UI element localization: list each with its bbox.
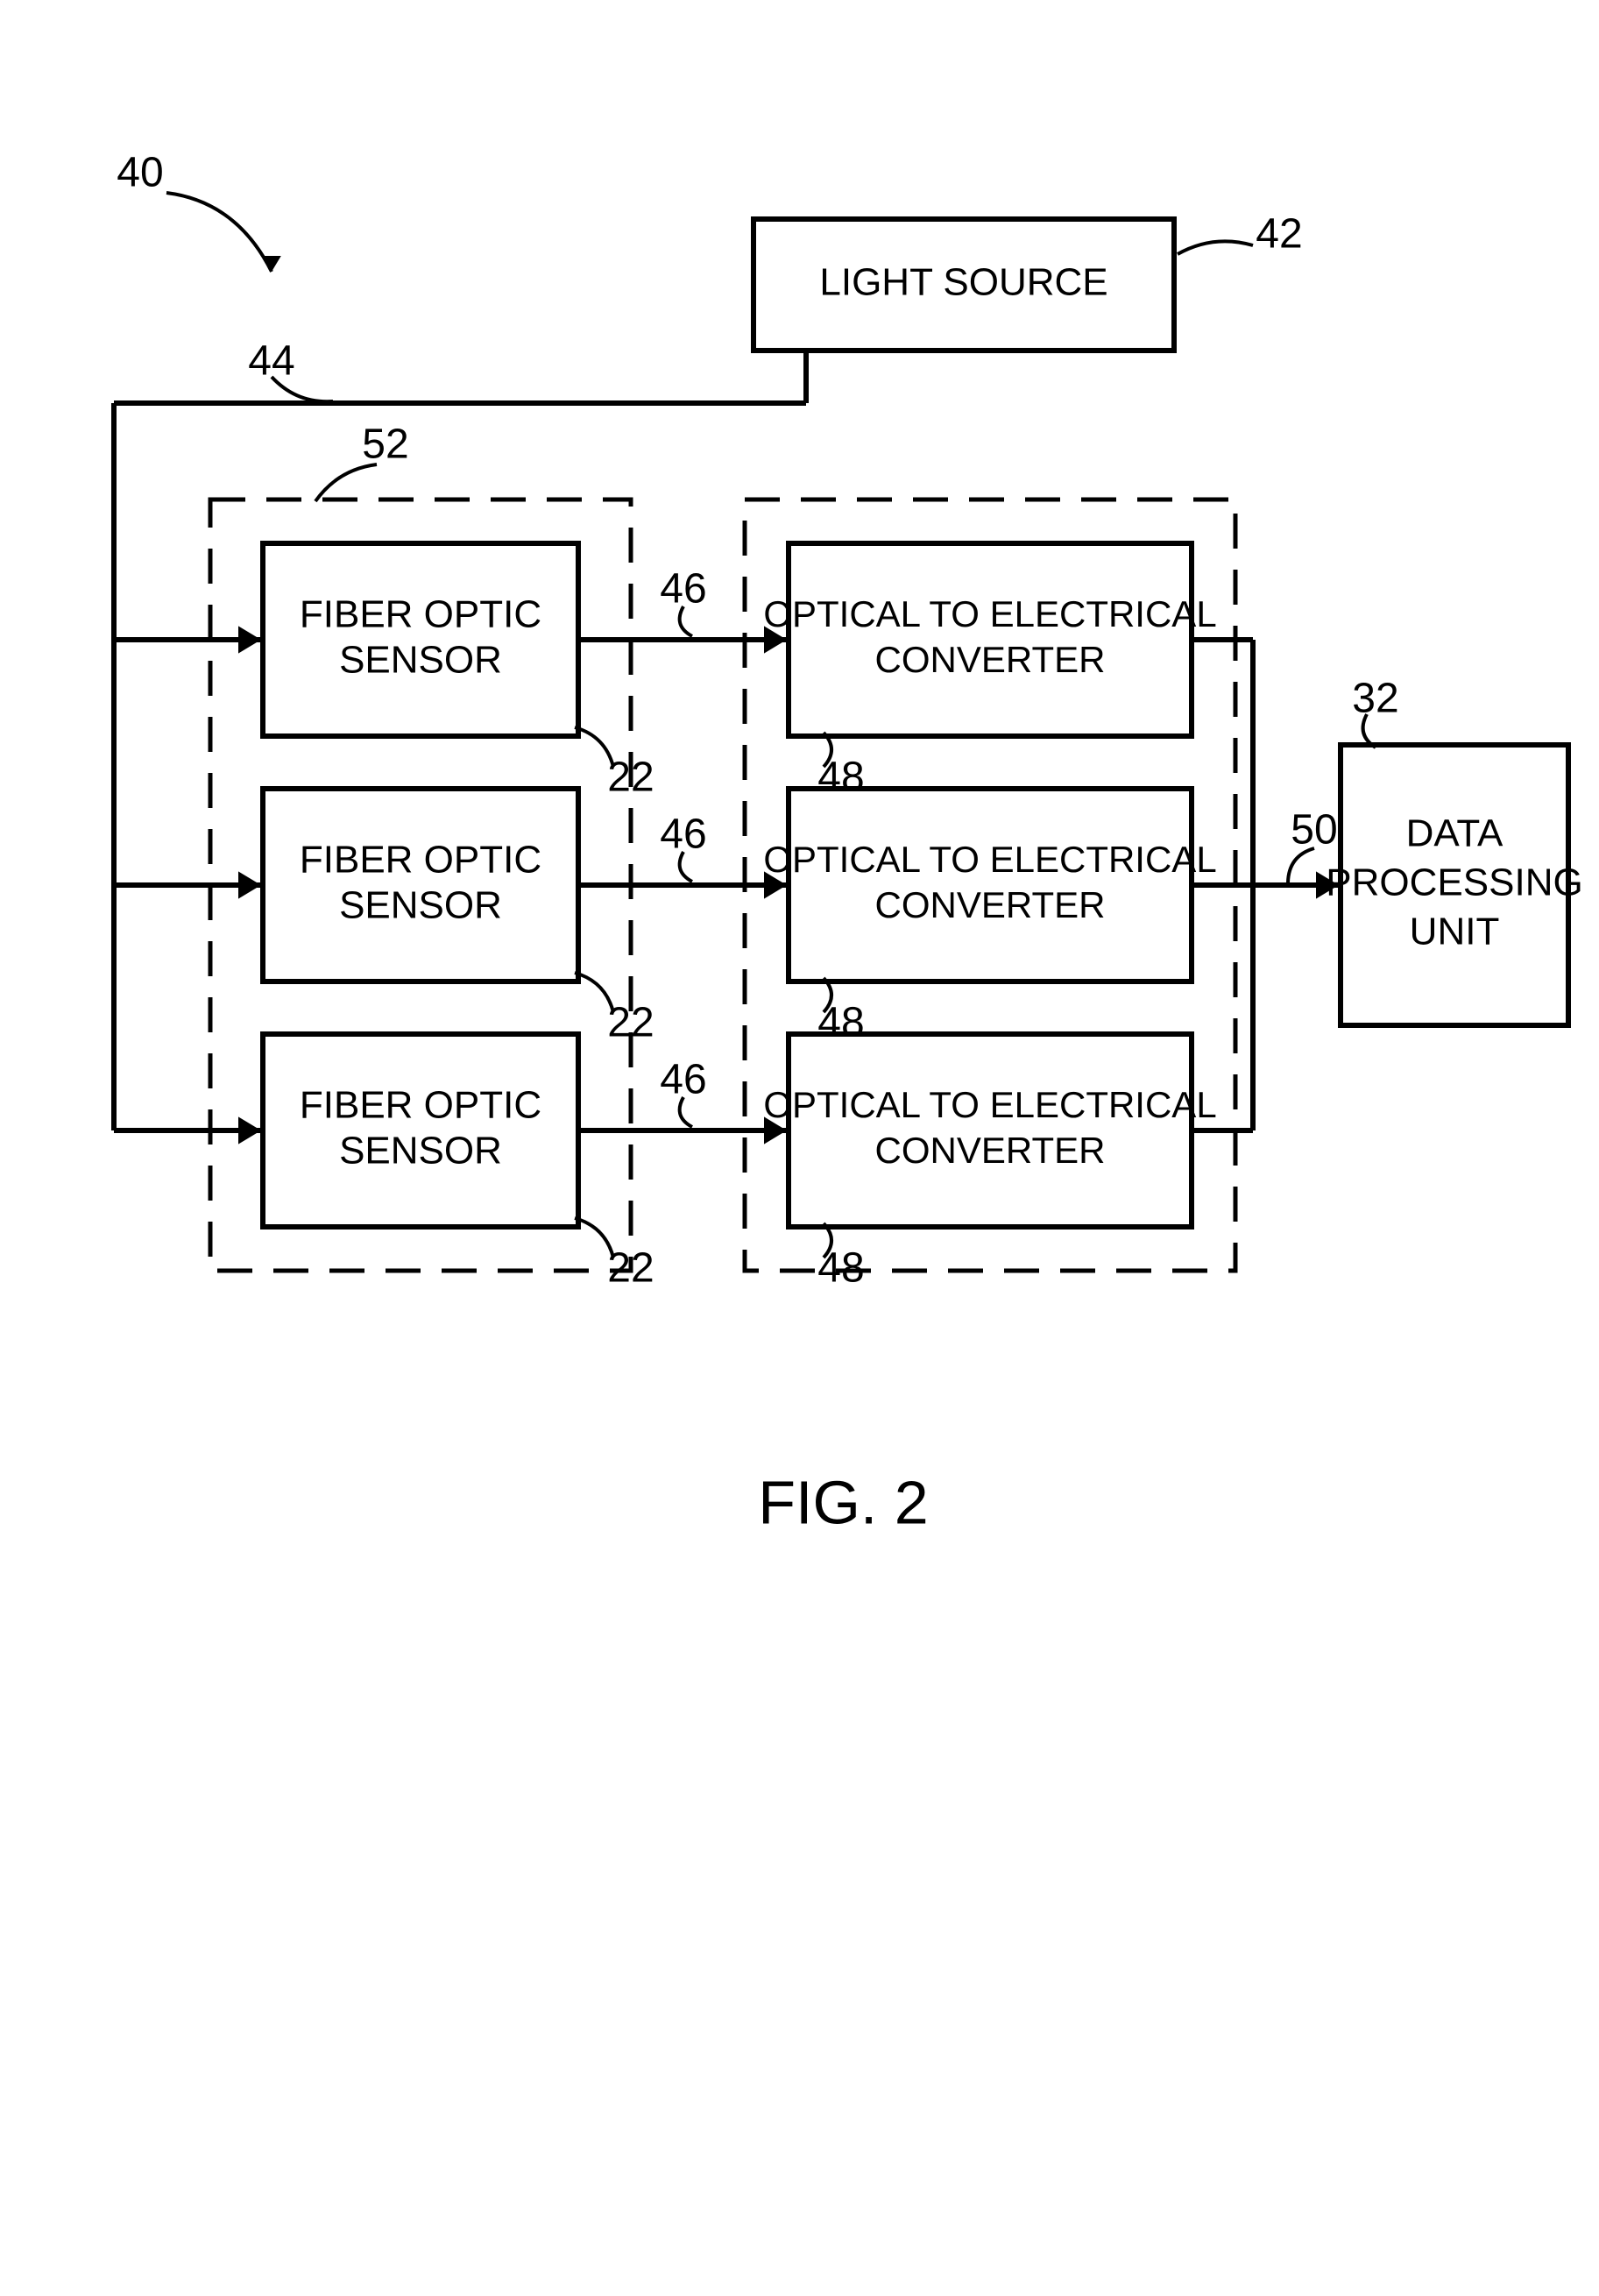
path-element	[315, 464, 377, 501]
text-element: SENSOR	[339, 884, 502, 927]
converter-ref: 48	[817, 1245, 864, 1292]
text-element: SENSOR	[339, 639, 502, 682]
sensor-group-ref: 52	[362, 422, 408, 468]
sensor-ref: 22	[607, 1245, 654, 1292]
text-element: FIBER OPTIC	[300, 839, 541, 882]
text-element: OPTICAL TO ELECTRICAL	[763, 1084, 1216, 1125]
path-element	[1178, 241, 1253, 254]
text-element: SENSOR	[339, 1130, 502, 1173]
polygon-element	[238, 871, 261, 898]
text-element: CONVERTER	[875, 639, 1106, 680]
text-element: FIBER OPTIC	[300, 1084, 541, 1127]
sensor-ref: 22	[607, 755, 654, 801]
text-element: OPTICAL TO ELECTRICAL	[763, 839, 1216, 880]
dpu-ref: 32	[1352, 676, 1398, 722]
converter-output-ref: 50	[1291, 807, 1337, 854]
system-ref-label: 40	[117, 150, 163, 196]
path-element	[1288, 848, 1314, 882]
sensor-ref: 22	[607, 1000, 654, 1046]
converter-ref: 48	[817, 755, 864, 801]
light-source-ref: 42	[1256, 211, 1302, 258]
sensor-output-ref: 46	[660, 811, 706, 858]
text-element: LIGHT SOURCE	[819, 261, 1107, 304]
text-element: CONVERTER	[875, 1130, 1106, 1171]
text-element: OPTICAL TO ELECTRICAL	[763, 593, 1216, 634]
figure-caption: FIG. 2	[758, 1468, 928, 1536]
converter-ref: 48	[817, 1000, 864, 1046]
text-element: FIBER OPTIC	[300, 593, 541, 636]
text-element: CONVERTER	[875, 884, 1106, 925]
path-element	[166, 193, 272, 272]
polygon-element	[238, 1116, 261, 1144]
polygon-element	[262, 256, 281, 272]
polygon-element	[238, 626, 261, 653]
sensor-output-ref: 46	[660, 1057, 706, 1103]
text-element: PROCESSING	[1326, 861, 1582, 904]
text-element: UNIT	[1410, 911, 1500, 953]
sensor-output-ref: 46	[660, 566, 706, 613]
text-element: DATA	[1406, 812, 1503, 855]
